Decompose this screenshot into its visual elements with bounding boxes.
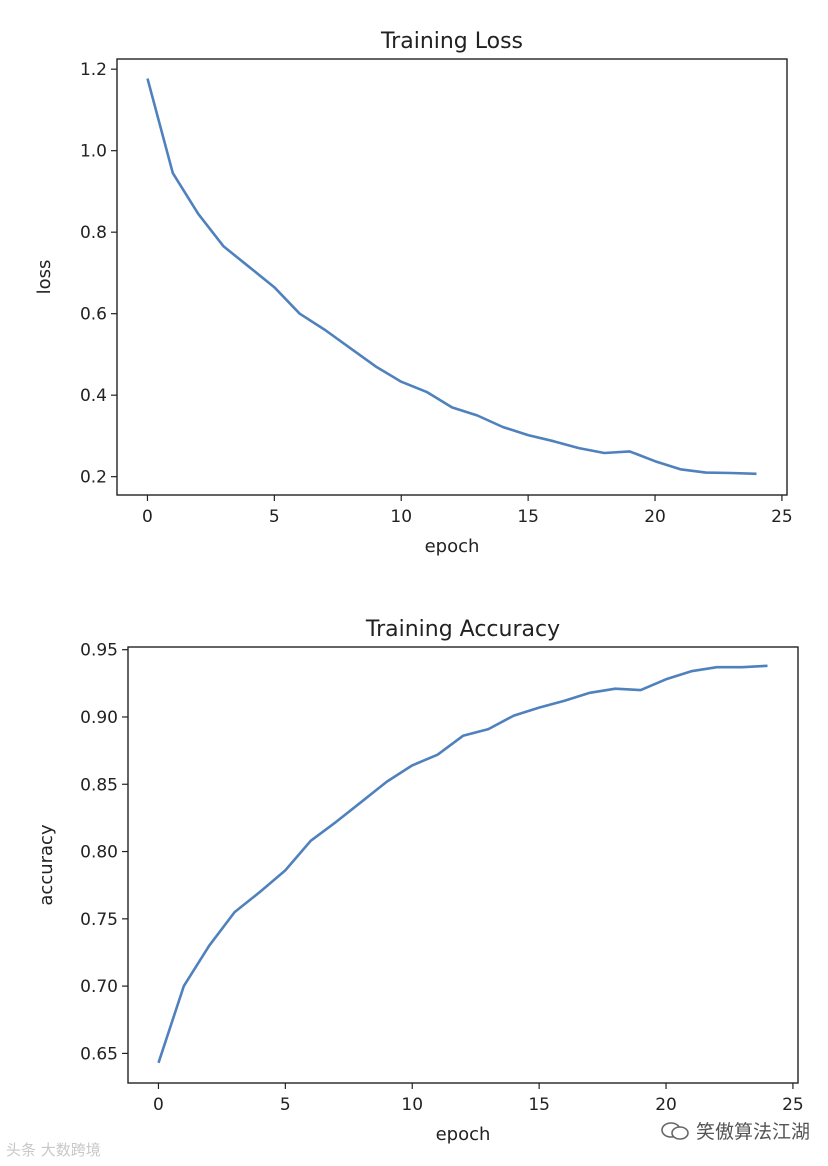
y-tick-label: 0.70: [80, 977, 118, 997]
y-tick-label: 0.80: [80, 843, 118, 863]
x-tick-label: 5: [280, 1095, 291, 1115]
watermark-right: 笑傲算法江湖: [660, 1117, 810, 1144]
wechat-icon: [661, 1121, 689, 1140]
x-tick-label: 5: [269, 507, 280, 527]
y-tick-label: 0.4: [80, 386, 107, 406]
y-tick-label: 0.6: [80, 305, 107, 325]
watermark-right-text: 笑傲算法江湖: [695, 1121, 810, 1143]
y-tick-label: 0.75: [80, 910, 118, 930]
plot-frame: [127, 646, 799, 1084]
y-tick-label: 0.90: [80, 708, 118, 728]
y-tick-label: 1.2: [80, 60, 107, 80]
chart-title: Training Accuracy: [365, 617, 560, 642]
x-tick-label: 15: [517, 507, 539, 527]
chart-training-loss: Training Loss 0 5 10 15 20 25 0.2 0.4 0.6 0.8 1.0 1.…: [34, 29, 793, 557]
y-tick-label: 0.85: [80, 775, 118, 795]
x-tick-label: 10: [390, 507, 412, 527]
y-tick-label: 0.95: [80, 641, 118, 661]
x-tick-label: 0: [153, 1095, 164, 1115]
x-axis-label: epoch: [425, 536, 480, 557]
series-line: [157, 664, 768, 1064]
x-tick-label: 25: [771, 507, 793, 527]
x-tick-label: 10: [401, 1095, 423, 1115]
x-tick-label: 20: [644, 507, 666, 527]
chart-title: Training Loss: [380, 29, 523, 54]
x-tick-label: 15: [528, 1095, 550, 1115]
y-tick-label: 1.0: [80, 142, 107, 162]
watermark-left: 头条 大数跨境: [6, 1141, 101, 1159]
x-tick-label: 20: [655, 1095, 677, 1115]
y-tick-label: 0.65: [80, 1044, 118, 1064]
x-tick-label: 0: [142, 507, 153, 527]
y-tick-label: 0.2: [80, 468, 107, 488]
series-line: [146, 78, 757, 476]
y-tick-label: 0.8: [80, 223, 107, 243]
x-axis-label: epoch: [436, 1124, 491, 1145]
chart-training-accuracy: Training Accuracy 0 5 10 15 20 25 0.65 0.70 0.75 0…: [36, 617, 804, 1145]
x-tick-label: 25: [782, 1095, 804, 1115]
y-axis-label: loss: [34, 260, 55, 295]
y-axis-label: accuracy: [36, 824, 57, 906]
plot-frame: [116, 58, 788, 496]
